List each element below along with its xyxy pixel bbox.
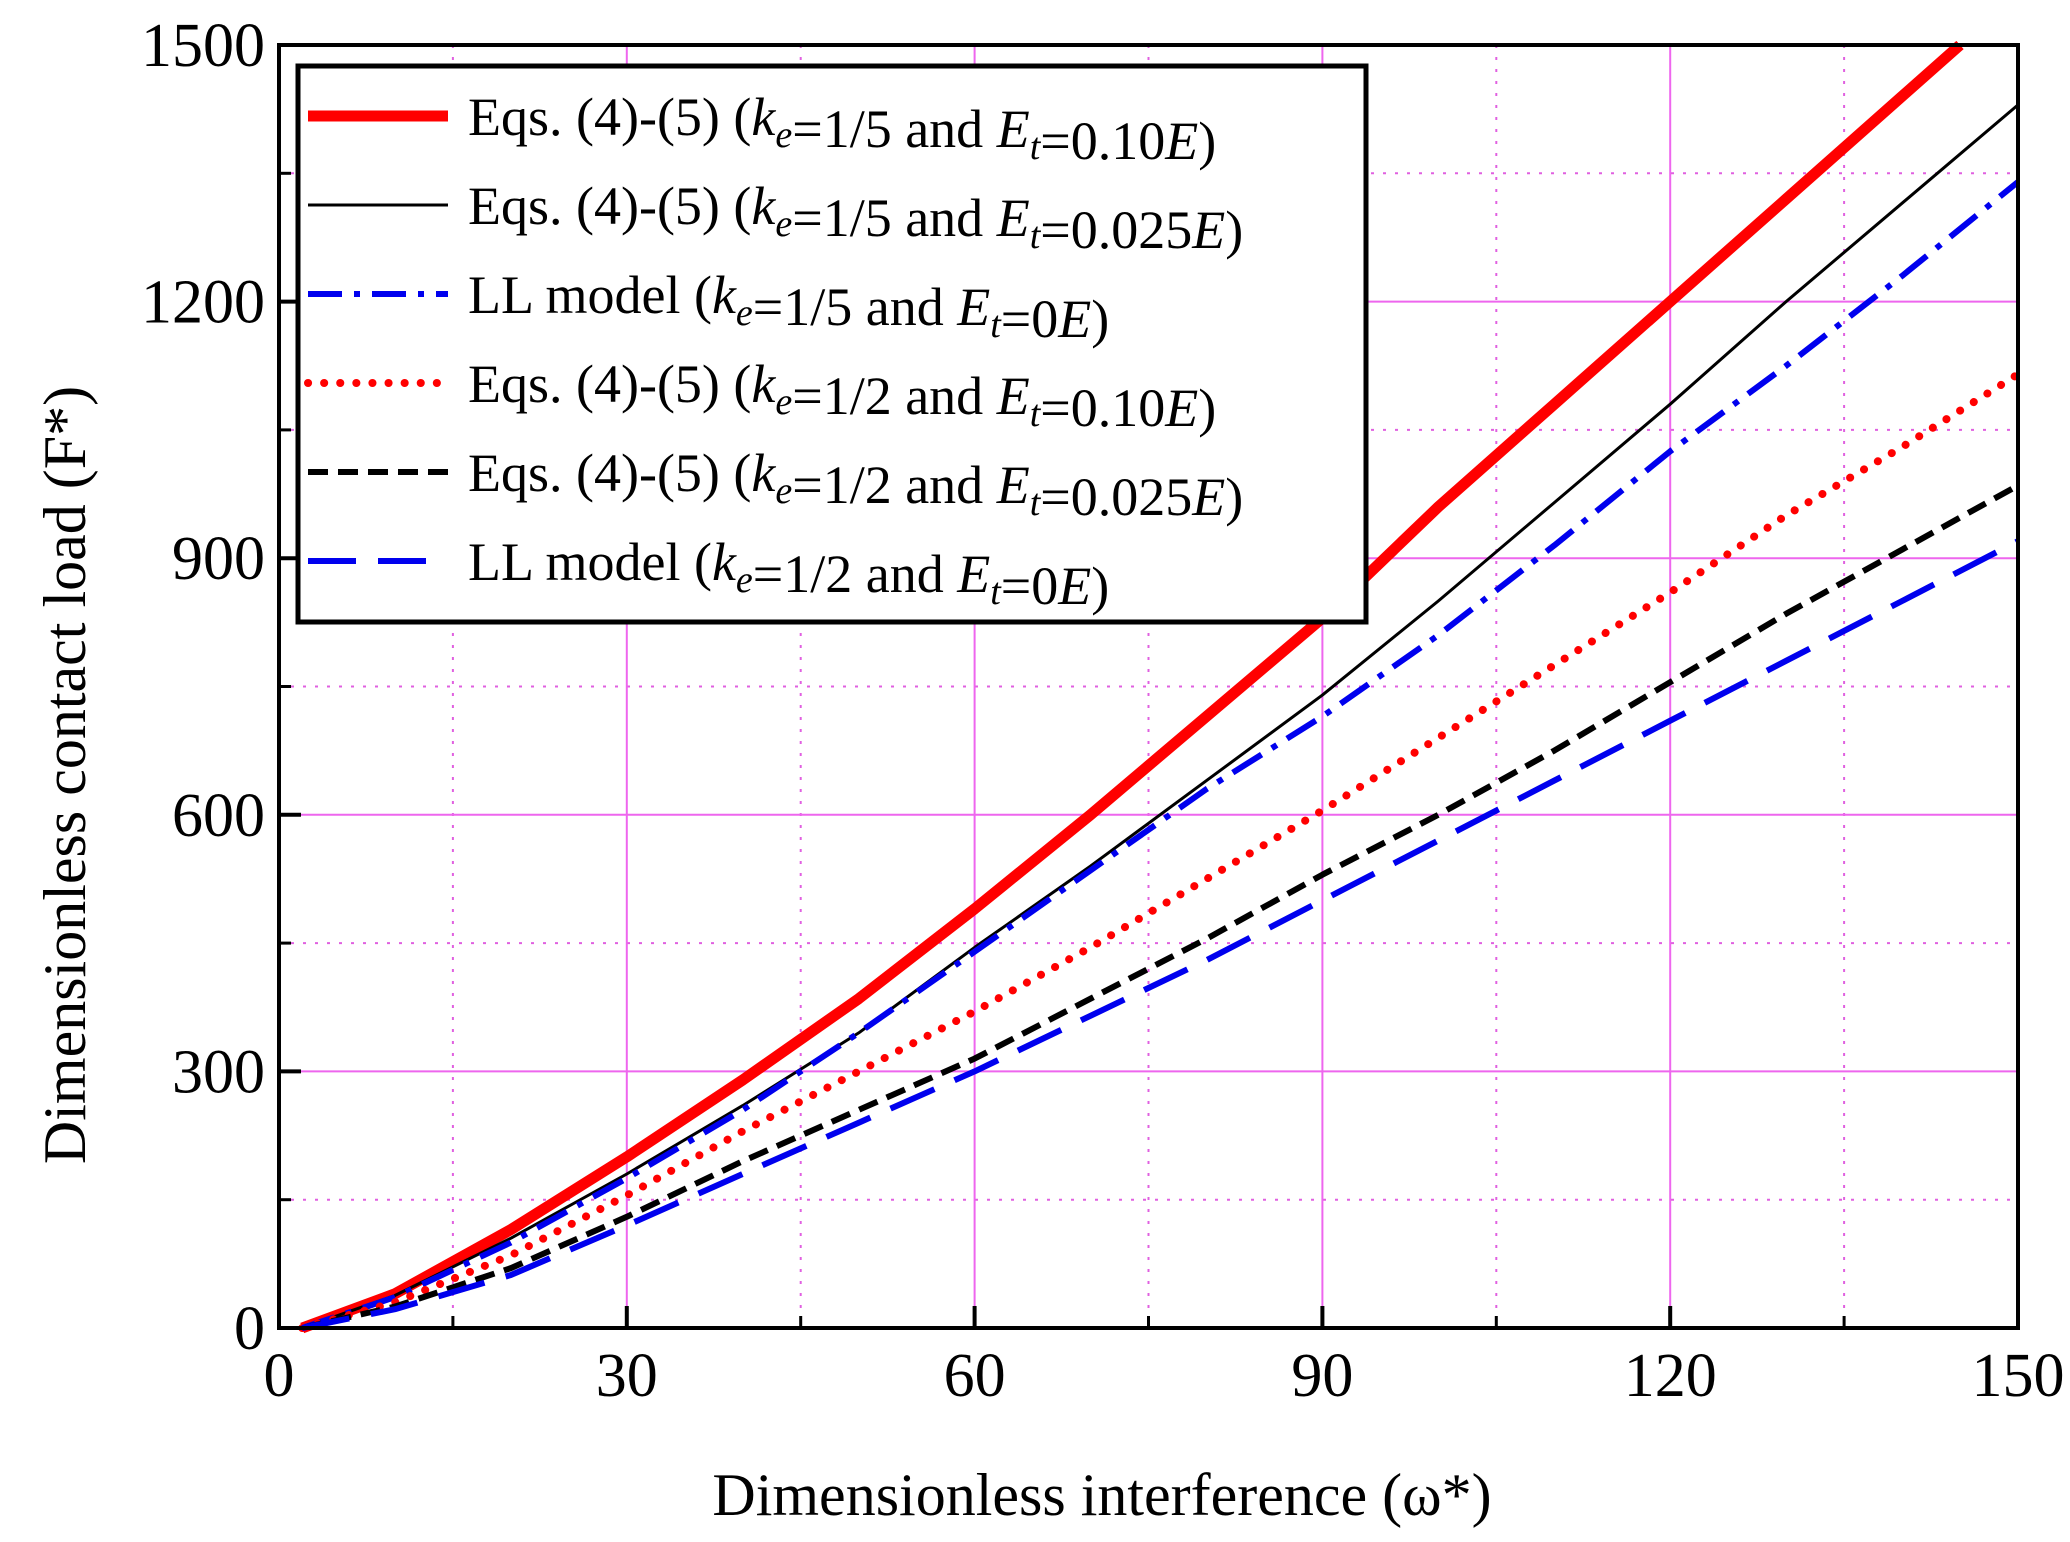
x-tick-label: 90 [1291,1342,1353,1410]
series-line-1 [300,40,1964,1334]
legend-label-1: Eqs. (4)-(5) (ke=1/5 and Et=0.10E) [468,87,1216,171]
legend-label-6: LL model (ke=1/2 and Et=0E) [468,532,1109,616]
y-axis-label: Dimensionless contact load (F*) [32,386,98,1164]
legend: Eqs. (4)-(5) (ke=1/5 and Et=0.10E)Eqs. (… [295,63,1369,625]
y-tick-label: 0 [234,1295,265,1363]
legend-box [295,63,1369,625]
y-tick-label: 1500 [141,12,265,80]
x-tick-label: 60 [944,1342,1006,1410]
series-line-6 [301,538,2020,1331]
legend-label-2: Eqs. (4)-(5) (ke=1/5 and Et=0.025E) [468,176,1243,260]
legend-label-5: Eqs. (4)-(5) (ke=1/2 and Et=0.025E) [468,443,1243,527]
x-tick-label: 120 [1624,1342,1717,1410]
series-line-4 [298,370,2022,1332]
x-tick-label: 30 [596,1342,658,1410]
y-tick-label: 1200 [141,269,265,337]
y-tick-label: 300 [172,1038,265,1106]
x-axis-label: Dimensionless interference (ω*) [712,1462,1491,1528]
series-line-3 [301,179,2020,1331]
ticks [277,43,2020,1330]
legend-label-3: LL model (ke=1/5 and Et=0E) [468,265,1109,349]
series-line-2 [301,103,2019,1330]
series-line-5 [301,482,2020,1331]
legend-label-4: Eqs. (4)-(5) (ke=1/2 and Et=0.10E) [468,354,1216,438]
y-tick-label: 900 [172,525,265,593]
x-tick-label: 0 [264,1342,295,1410]
y-tick-label: 600 [172,782,265,850]
series-group [298,40,2022,1334]
x-tick-label: 150 [1972,1342,2065,1410]
